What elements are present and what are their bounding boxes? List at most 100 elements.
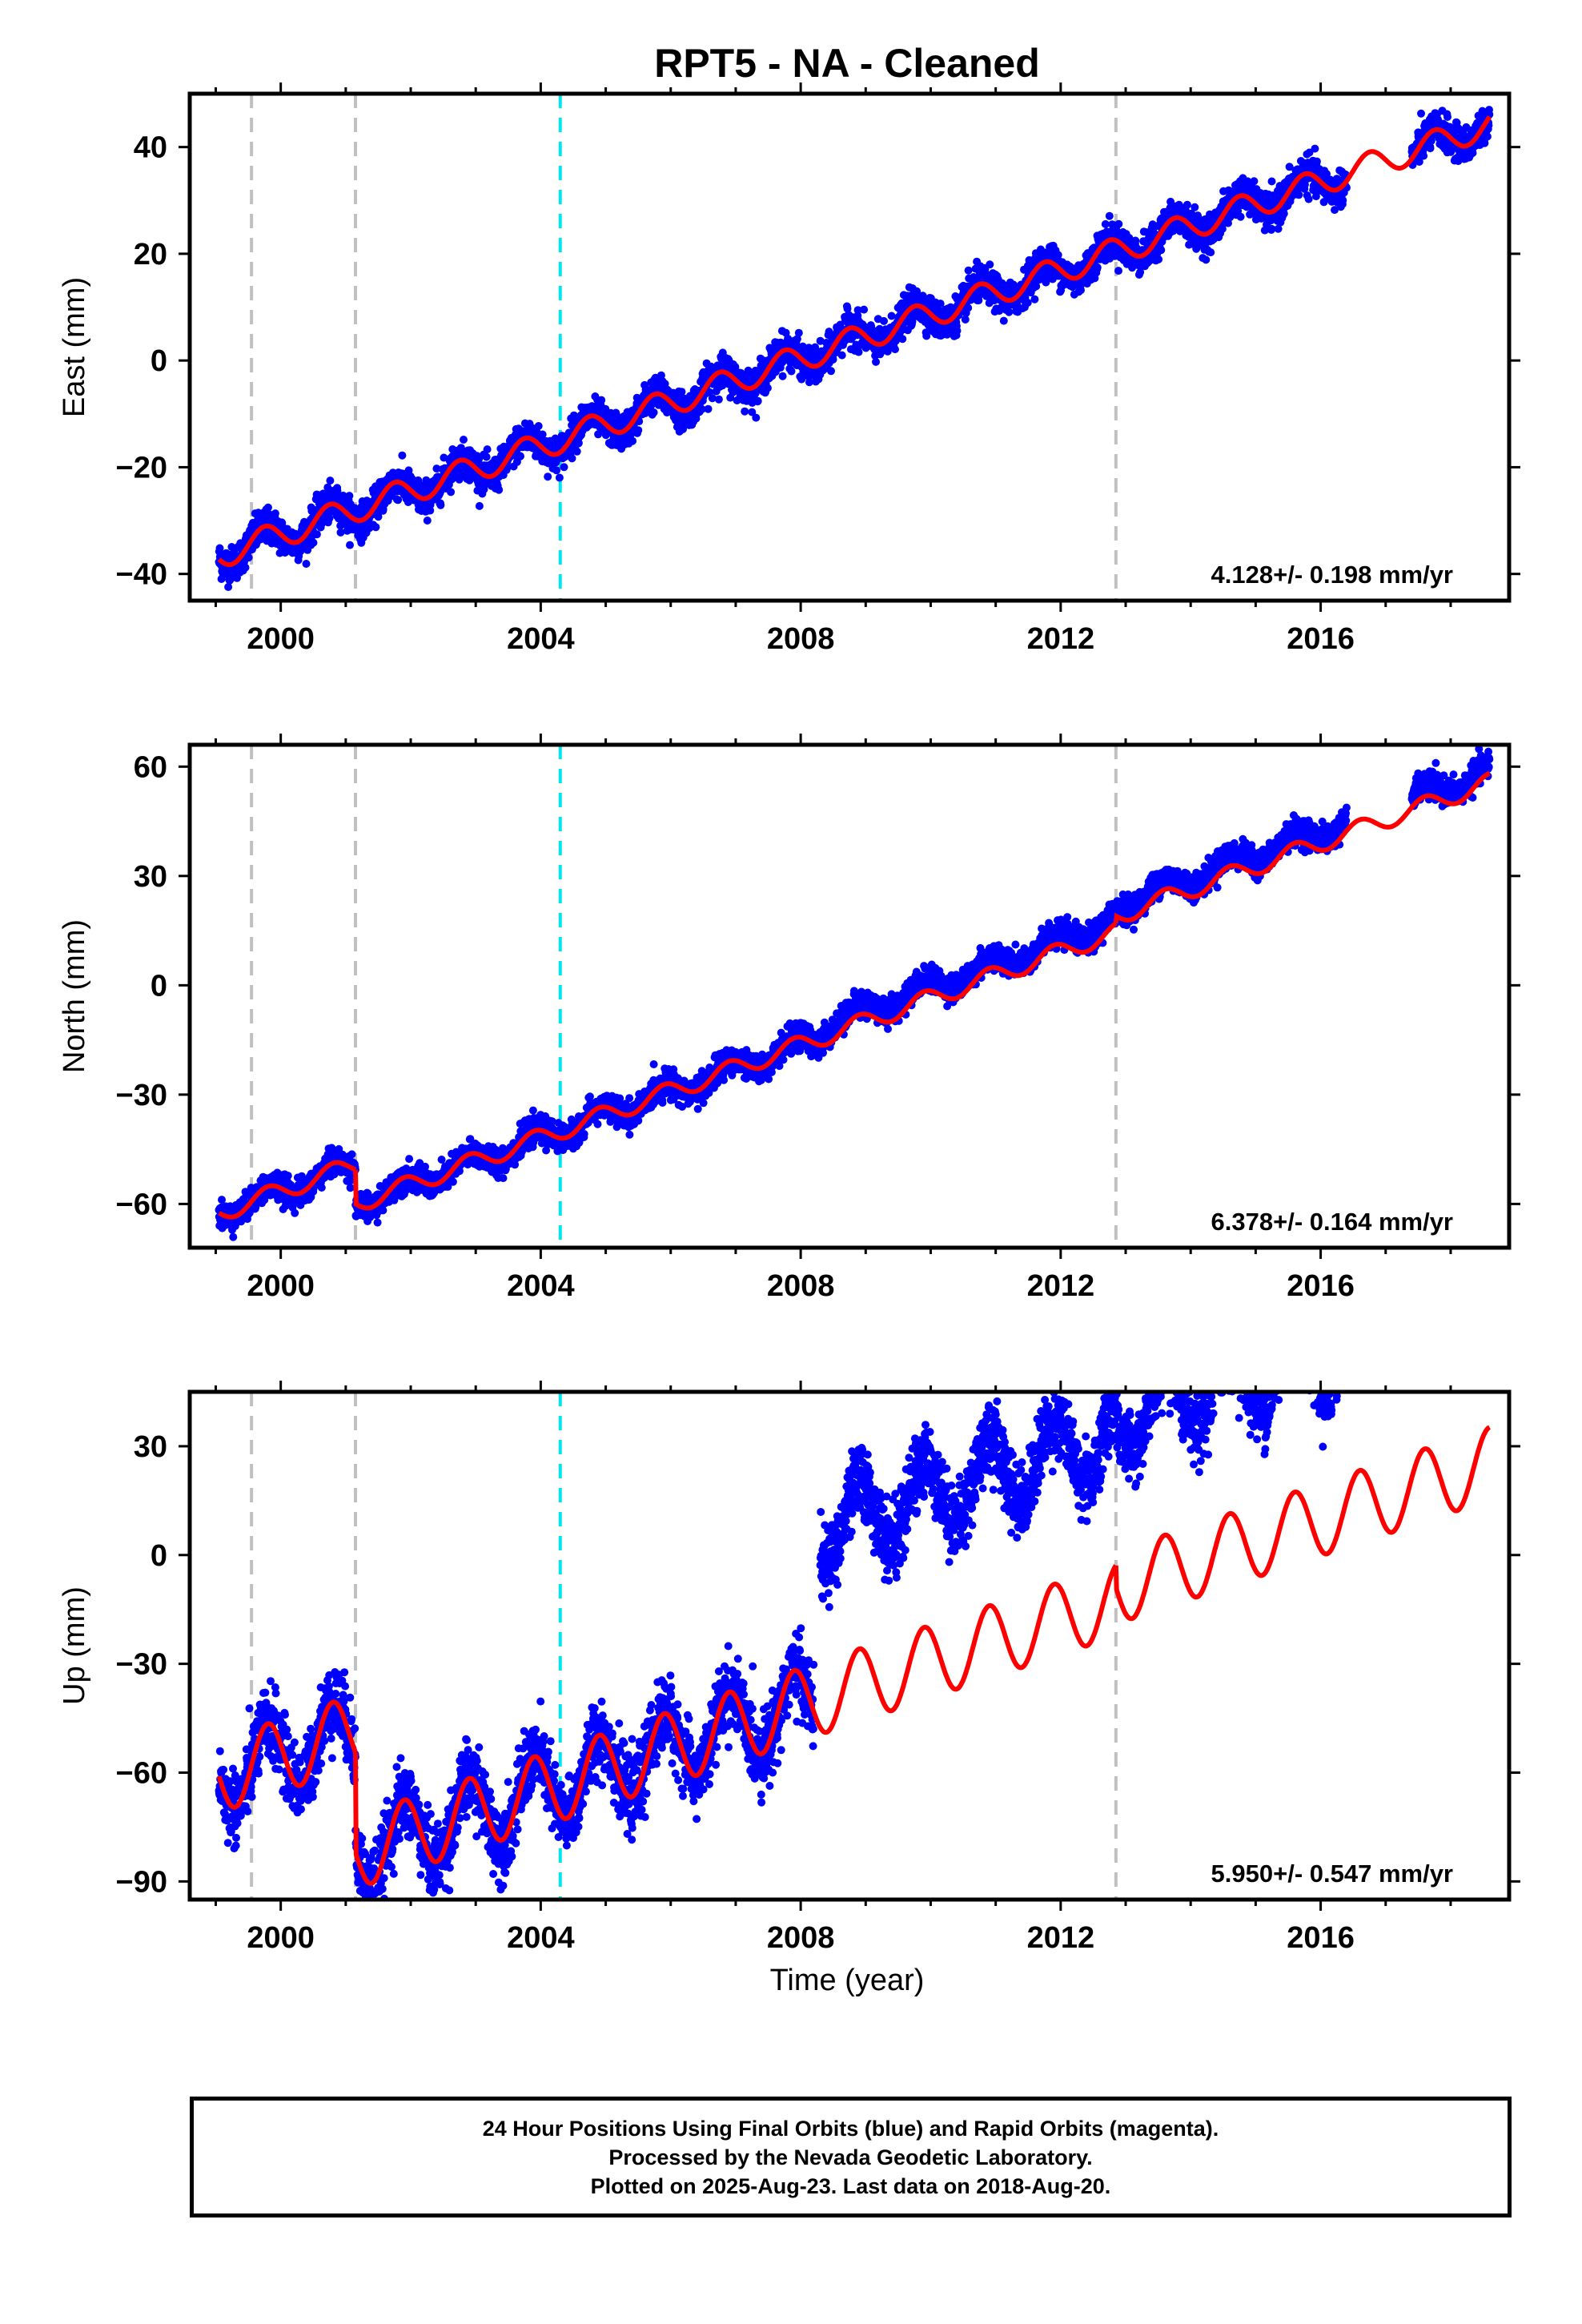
data-point bbox=[794, 328, 803, 337]
data-point bbox=[218, 1196, 226, 1204]
data-point bbox=[1105, 211, 1114, 220]
data-point bbox=[1419, 151, 1428, 160]
data-point bbox=[1093, 263, 1102, 271]
data-point bbox=[731, 363, 740, 372]
data-point bbox=[1443, 113, 1452, 121]
data-point bbox=[752, 413, 761, 422]
data-point bbox=[753, 396, 762, 405]
data-point bbox=[964, 304, 973, 312]
data-point bbox=[1114, 219, 1123, 228]
data-point bbox=[346, 541, 354, 549]
data-point bbox=[714, 395, 723, 404]
data-point bbox=[898, 335, 907, 344]
data-point bbox=[534, 422, 543, 430]
data-point bbox=[1483, 132, 1492, 141]
data-point bbox=[568, 454, 576, 463]
data-point bbox=[787, 367, 796, 376]
data-point bbox=[302, 560, 311, 568]
data-point bbox=[336, 528, 345, 537]
data-point bbox=[423, 517, 432, 525]
data-point bbox=[1114, 267, 1122, 275]
x-tick-label: 2016 bbox=[1287, 622, 1355, 656]
data-point bbox=[964, 266, 973, 275]
data-point bbox=[241, 563, 250, 572]
x-tick-label: 2000 bbox=[247, 622, 315, 656]
data-point bbox=[594, 430, 603, 439]
observation-points bbox=[215, 106, 1494, 591]
data-point bbox=[748, 408, 757, 416]
x-tick-label: 2008 bbox=[767, 622, 835, 656]
data-point bbox=[634, 426, 643, 435]
data-point bbox=[1157, 246, 1166, 255]
data-point bbox=[263, 503, 272, 512]
data-point bbox=[460, 436, 468, 444]
data-point bbox=[1030, 295, 1039, 304]
data-point bbox=[229, 1232, 238, 1241]
data-point bbox=[1077, 286, 1085, 295]
data-point bbox=[778, 372, 787, 380]
data-point bbox=[1207, 248, 1215, 257]
data-point bbox=[887, 312, 896, 320]
data-point bbox=[628, 436, 637, 445]
data-point bbox=[394, 496, 403, 505]
data-point bbox=[677, 388, 686, 396]
chart-title: RPT5 - NA - Cleaned bbox=[654, 41, 1040, 86]
gps-timeseries-figure: RPT5 - NA - Cleaned 2000 2004 2008 2012 2016… bbox=[58, 41, 1520, 1997]
data-point bbox=[475, 501, 484, 510]
data-point bbox=[1202, 255, 1211, 264]
data-point bbox=[495, 485, 504, 494]
data-point bbox=[829, 356, 837, 364]
data-point bbox=[872, 357, 880, 366]
data-point bbox=[271, 509, 279, 518]
data-point bbox=[345, 492, 354, 501]
data-point bbox=[1311, 144, 1319, 153]
data-point bbox=[1236, 212, 1245, 221]
data-point bbox=[544, 472, 552, 481]
x-tick-label: 2004 bbox=[507, 622, 575, 656]
data-point bbox=[574, 439, 583, 448]
y-tick-label: −40 bbox=[116, 558, 167, 592]
observation-points bbox=[215, 745, 1494, 1241]
y-tick-label: 0 bbox=[151, 344, 167, 378]
data-point bbox=[555, 473, 564, 482]
y-tick-label: −20 bbox=[116, 451, 167, 485]
data-point bbox=[447, 488, 456, 497]
data-point bbox=[371, 523, 380, 532]
data-point bbox=[312, 530, 321, 539]
data-point bbox=[244, 553, 253, 562]
data-point bbox=[1304, 195, 1313, 203]
data-point bbox=[999, 316, 1008, 325]
x-tick-label: 2012 bbox=[1027, 622, 1095, 656]
data-point bbox=[891, 345, 899, 354]
data-point bbox=[763, 384, 772, 392]
data-point bbox=[860, 305, 869, 314]
data-point bbox=[953, 327, 962, 335]
data-point bbox=[692, 414, 701, 423]
data-point bbox=[1295, 191, 1303, 199]
data-point bbox=[1154, 255, 1163, 263]
data-point bbox=[704, 404, 713, 413]
data-point bbox=[1339, 196, 1347, 205]
data-point bbox=[374, 513, 383, 521]
data-point bbox=[326, 476, 335, 485]
data-point bbox=[560, 463, 568, 472]
data-point bbox=[827, 367, 835, 376]
data-point bbox=[333, 486, 342, 495]
data-point bbox=[516, 452, 524, 460]
data-point bbox=[215, 544, 224, 553]
rate-label: 4.128+/- 0.198 mm/yr bbox=[1211, 561, 1453, 589]
data-point bbox=[432, 464, 441, 473]
data-point bbox=[456, 444, 465, 452]
data-point bbox=[697, 405, 706, 413]
data-point bbox=[1250, 177, 1259, 186]
y-tick-label: 40 bbox=[134, 131, 167, 165]
data-point bbox=[880, 316, 888, 325]
data-point bbox=[708, 394, 717, 403]
data-point bbox=[572, 447, 581, 456]
data-point bbox=[597, 396, 606, 404]
data-point bbox=[854, 348, 863, 356]
data-point bbox=[1426, 144, 1435, 153]
data-point bbox=[309, 538, 318, 547]
data-point bbox=[1023, 299, 1032, 307]
data-point bbox=[741, 407, 749, 416]
